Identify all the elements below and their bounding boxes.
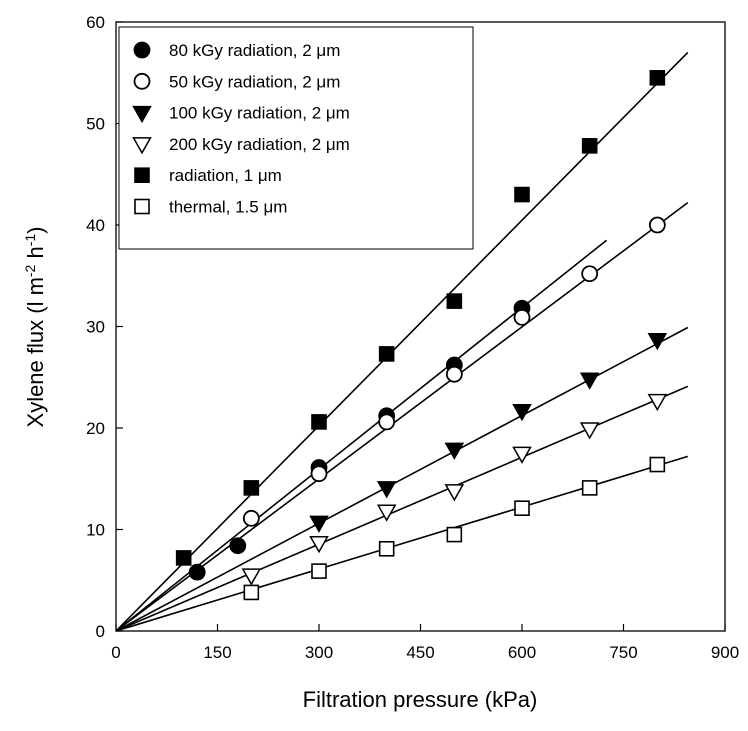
data-point-s6-1 <box>243 584 260 601</box>
data-point-s4-5 <box>512 446 532 464</box>
x-tick-label: 450 <box>406 643 434 662</box>
data-point-s2-4 <box>445 365 463 383</box>
data-point-s5-7 <box>581 138 598 154</box>
data-point-s1-1 <box>188 563 206 581</box>
data-point-s5-6 <box>514 186 530 203</box>
legend-marker-6 <box>134 198 150 215</box>
x-tick-label: 150 <box>203 643 231 662</box>
fit-line-4 <box>115 385 689 632</box>
legend-label-2: 50 kGy radiation, 2 μm <box>169 72 340 91</box>
data-point-s2-2 <box>310 465 328 483</box>
data-point-s3-3 <box>444 442 465 460</box>
legend-marker-5 <box>134 167 150 183</box>
y-tick-label: 40 <box>86 216 105 235</box>
data-point-s2-7 <box>648 216 666 234</box>
x-axis-label: Filtration pressure (kPa) <box>303 687 538 712</box>
data-point-s3-4 <box>512 403 532 422</box>
x-tick-label: 600 <box>508 643 536 662</box>
x-tick-label: 300 <box>305 643 333 662</box>
y-tick-label: 10 <box>86 521 105 540</box>
data-point-s3-1 <box>309 515 329 533</box>
x-axis: 0 150 300 450 600 750 900 <box>111 624 739 662</box>
data-point-s2-5 <box>513 308 531 326</box>
y-tick-label: 0 <box>96 622 105 641</box>
y-tick-label: 20 <box>86 419 105 438</box>
data-point-s6-6 <box>581 480 598 496</box>
data-point-s4-2 <box>309 535 329 554</box>
data-point-s1-2 <box>229 537 247 555</box>
legend-label-4: 200 kGy radiation, 2 μm <box>169 135 350 154</box>
legend-marker-2 <box>133 72 151 90</box>
data-point-s6-2 <box>311 563 327 579</box>
data-point-s5-3 <box>311 414 327 430</box>
legend-label-1: 80 kGy radiation, 2 μm <box>169 41 340 60</box>
data-point-s6-7 <box>649 456 666 473</box>
legend-label-5: radiation, 1 μm <box>169 166 282 185</box>
data-point-s5-5 <box>446 293 463 309</box>
data-point-s5-2 <box>243 480 260 496</box>
data-point-s3-6 <box>647 332 668 351</box>
y-axis-label: Xylene flux (l m-2 h-1) <box>22 227 48 428</box>
data-point-s4-1 <box>241 568 262 586</box>
data-point-s5-4 <box>378 346 395 362</box>
y-axis: 0 10 20 30 40 50 60 <box>86 13 123 641</box>
data-point-s4-4 <box>444 484 465 502</box>
y-tick-label: 30 <box>86 318 105 337</box>
data-point-s2-3 <box>378 413 396 431</box>
legend-label-6: thermal, 1.5 μm <box>169 198 287 217</box>
data-point-s4-6 <box>579 422 600 440</box>
legend-marker-3 <box>132 105 152 124</box>
data-point-s4-3 <box>376 504 397 522</box>
x-tick-label: 900 <box>711 643 739 662</box>
data-point-s3-2 <box>376 481 397 499</box>
y-tick-label: 60 <box>86 13 105 32</box>
legend-label-3: 100 kGy radiation, 2 μm <box>169 104 350 123</box>
data-point-s4-7 <box>647 393 668 412</box>
data-point-s2-1 <box>242 509 260 527</box>
data-point-s3-5 <box>579 372 600 390</box>
data-point-s5-8 <box>649 70 666 86</box>
data-point-s2-6 <box>581 265 599 283</box>
legend-box <box>118 26 474 250</box>
x-tick-label: 750 <box>609 643 637 662</box>
legend: 80 kGy radiation, 2 μm 50 kGy radiation, … <box>118 26 474 250</box>
data-point-s6-4 <box>446 526 463 543</box>
y-tick-label: 50 <box>86 115 105 134</box>
data-point-s5-1 <box>175 550 192 566</box>
legend-marker-4 <box>132 137 152 155</box>
x-tick-label: 0 <box>111 643 120 662</box>
legend-marker-1 <box>133 41 151 59</box>
data-markers <box>175 70 668 601</box>
data-point-s6-5 <box>514 500 530 516</box>
data-point-s6-3 <box>378 540 395 557</box>
fit-line-3 <box>115 326 689 632</box>
